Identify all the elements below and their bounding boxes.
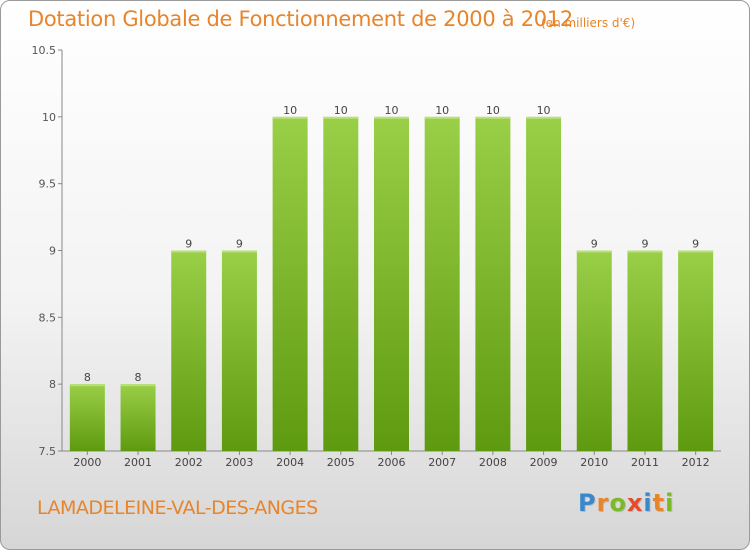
y-tick-label: 9.5 xyxy=(39,178,57,191)
bar-highlight xyxy=(475,116,511,119)
x-tick-label: 2000 xyxy=(73,456,101,469)
data-label: 10 xyxy=(486,104,500,117)
chart-title: Dotation Globale de Fonctionnement de 20… xyxy=(28,7,573,31)
data-label: 9 xyxy=(236,238,243,251)
bar xyxy=(272,116,308,451)
bar-highlight xyxy=(374,116,409,119)
data-label: 10 xyxy=(385,104,399,117)
logo-letter: i xyxy=(665,489,675,517)
data-label: 9 xyxy=(641,238,648,251)
data-label: 10 xyxy=(537,104,551,117)
data-label: 10 xyxy=(283,104,297,117)
logo-letter: r xyxy=(596,489,610,517)
bar xyxy=(678,250,714,451)
data-label: 10 xyxy=(334,104,348,117)
logo-letter: o xyxy=(609,489,627,517)
data-label: 10 xyxy=(435,104,449,117)
bar xyxy=(576,250,612,451)
bar xyxy=(627,250,663,451)
x-tick-label: 2008 xyxy=(479,456,507,469)
bar xyxy=(221,250,257,451)
y-tick-label: 8.5 xyxy=(39,311,57,324)
x-tick-label: 2004 xyxy=(276,456,304,469)
x-tick-label: 2011 xyxy=(631,456,659,469)
data-label: 9 xyxy=(591,238,598,251)
bar xyxy=(120,384,156,451)
y-tick-label: 8 xyxy=(49,378,56,391)
bar xyxy=(69,384,105,451)
bar-highlight xyxy=(576,250,612,253)
bar-highlight xyxy=(323,116,359,119)
data-label: 8 xyxy=(135,371,142,384)
bar xyxy=(171,250,207,451)
bar-highlight xyxy=(526,116,562,119)
bar xyxy=(323,116,359,451)
x-tick-label: 2009 xyxy=(530,456,558,469)
chart-unit: (en milliers d'€) xyxy=(541,16,636,30)
bar-highlight xyxy=(272,116,308,119)
x-tick-label: 2007 xyxy=(428,456,456,469)
x-tick-label: 2006 xyxy=(378,456,406,469)
bar xyxy=(526,116,562,451)
y-tick-label: 10.5 xyxy=(32,44,57,57)
y-tick-label: 7.5 xyxy=(39,445,57,458)
logo-letter: P xyxy=(578,489,597,517)
bar-highlight xyxy=(69,384,105,387)
bar-highlight xyxy=(221,250,257,253)
commune-name: LAMADELEINE-VAL-DES-ANGES xyxy=(37,497,318,519)
y-tick-label: 10 xyxy=(42,111,56,124)
y-tick-label: 9 xyxy=(49,245,56,258)
bar-highlight xyxy=(120,384,156,387)
x-tick-label: 2002 xyxy=(175,456,203,469)
data-label: 9 xyxy=(185,238,192,251)
logo-letter: i xyxy=(643,489,653,517)
bar xyxy=(475,116,511,451)
bar xyxy=(424,116,460,451)
bar xyxy=(374,116,409,451)
x-tick-label: 2005 xyxy=(327,456,355,469)
data-label: 9 xyxy=(692,238,699,251)
bar-highlight xyxy=(424,116,460,119)
logo-letter: x xyxy=(626,489,644,517)
bar-highlight xyxy=(678,250,714,253)
proxiti-logo[interactable]: Proxiti xyxy=(578,489,674,517)
logo-letter: t xyxy=(652,489,666,517)
data-label: 8 xyxy=(84,371,91,384)
x-tick-label: 2001 xyxy=(124,456,152,469)
x-tick-label: 2010 xyxy=(580,456,608,469)
x-tick-label: 2003 xyxy=(225,456,253,469)
bar-highlight xyxy=(171,250,207,253)
bar-highlight xyxy=(627,250,663,253)
x-tick-label: 2012 xyxy=(682,456,710,469)
